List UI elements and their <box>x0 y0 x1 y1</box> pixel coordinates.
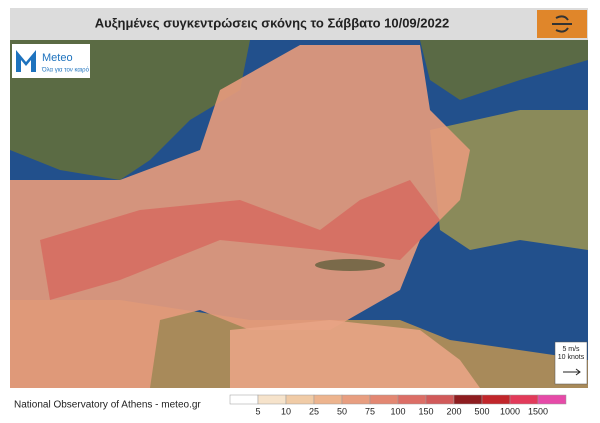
legend-swatch <box>453 394 483 405</box>
legend: 5 10 25 50 75 100 150 200 500 1000 1500 <box>229 394 567 416</box>
dust-core <box>40 180 440 300</box>
black-sea-coast <box>420 40 588 100</box>
logo-mark <box>16 50 36 72</box>
legend-swatch <box>369 394 399 405</box>
legend-label: 75 <box>365 406 375 416</box>
legend-swatch <box>481 394 511 405</box>
legend-label: 500 <box>474 406 489 416</box>
title: Αυξημένες συγκεντρώσεις σκόνης το Σάββατ… <box>95 15 449 30</box>
turkey-land <box>430 110 588 250</box>
footer-source: National Observatory of Athens - meteo.g… <box>14 400 201 411</box>
legend-label: 1000 <box>500 406 520 416</box>
dust-south <box>230 320 480 388</box>
legend-label: 50 <box>337 406 347 416</box>
legend-label: 10 <box>281 406 291 416</box>
title-bar <box>10 8 588 40</box>
legend-label: 1500 <box>528 406 548 416</box>
legend-label: 100 <box>390 406 405 416</box>
legend-label: 25 <box>309 406 319 416</box>
wind-key-box <box>554 341 588 385</box>
legend-swatch <box>425 394 455 405</box>
wind-key-knots: 10 knots <box>558 354 585 361</box>
legend-swatch <box>537 394 567 405</box>
map <box>10 40 588 388</box>
legend-label: 5 <box>255 406 260 416</box>
legend-swatch <box>341 394 371 405</box>
wind-key-arrow <box>563 368 581 376</box>
logo-name: Meteo <box>42 52 73 64</box>
legend-swatch <box>229 394 259 405</box>
legend-swatch <box>257 394 287 405</box>
legend-swatch <box>509 394 539 405</box>
legend-swatch <box>285 394 315 405</box>
legend-swatch <box>397 394 427 405</box>
wind-key-speed: 5 m/s <box>562 346 580 353</box>
logo-tagline: Όλα για τον καιρό <box>41 67 90 74</box>
crete <box>315 259 385 271</box>
legend-label: 150 <box>418 406 433 416</box>
menu-glyph <box>552 15 572 33</box>
legend-swatch <box>313 394 343 405</box>
legend-label: 200 <box>446 406 461 416</box>
